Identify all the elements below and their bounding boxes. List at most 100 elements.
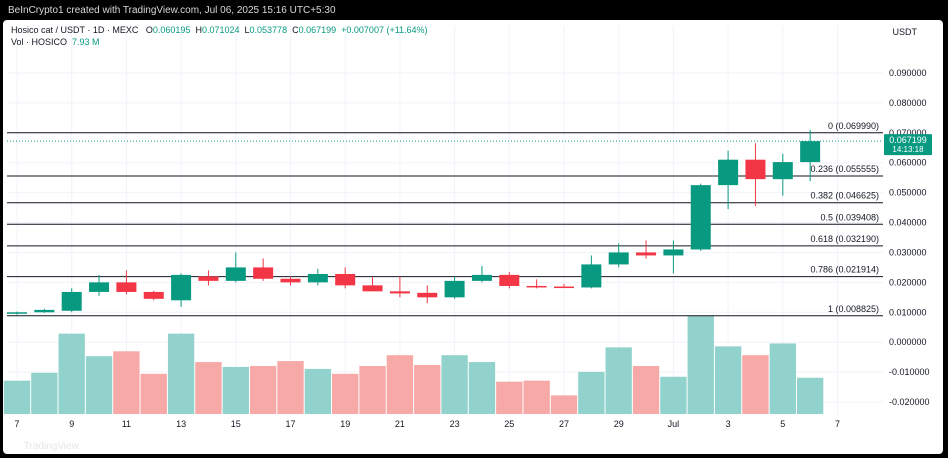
caption-bar: BeInCrypto1 created with TradingView.com… <box>0 0 948 20</box>
chart-panel[interactable]: 0.090000 0.080000 0.070000 0.060000 0.050000… <box>3 20 943 454</box>
volume-bar <box>332 373 359 414</box>
candle-body <box>554 286 574 289</box>
change-value: +0.007007 (+11.64%) <box>341 25 428 35</box>
candle-body <box>198 276 219 281</box>
volume-bar <box>550 395 578 414</box>
volume-bar <box>113 351 140 414</box>
y-tick-label: 0.050000 <box>889 188 927 198</box>
volume-label[interactable]: Vol · HOSICO <box>11 37 68 47</box>
fib-level-label: 1 (0.008825) <box>828 304 879 314</box>
candle-body <box>608 252 629 265</box>
volume-bar <box>140 373 167 414</box>
candle-body <box>444 280 465 298</box>
volume-bar <box>714 346 742 414</box>
volume-bar <box>3 380 31 414</box>
volume-bar <box>578 371 605 414</box>
candle-body <box>61 291 82 311</box>
candle-body <box>116 282 137 292</box>
x-tick-label: 19 <box>340 419 350 429</box>
volume-bar <box>660 376 687 414</box>
open-label: O <box>145 25 153 35</box>
candle-body <box>800 141 821 163</box>
volume-bar <box>468 362 496 414</box>
volume-bar <box>277 361 304 414</box>
current-price-countdown: 14:13:18 <box>892 145 924 154</box>
candle-body <box>307 273 328 283</box>
volume-bar <box>304 368 332 414</box>
current-price-badge <box>884 134 932 156</box>
x-tick-label: 17 <box>285 419 295 429</box>
tradingview-logo-text: TradingView <box>23 441 79 452</box>
candle-body <box>280 278 301 283</box>
x-tick-label: 7 <box>835 419 840 429</box>
candle-body <box>34 309 55 313</box>
fib-level-label: 0.236 (0.055555) <box>810 164 879 174</box>
symbol-name[interactable]: Hosico cat / USDT · 1D · MEXC <box>11 25 139 35</box>
y-tick-label: -0.010000 <box>889 367 930 377</box>
volume-bar <box>31 372 58 414</box>
volume-bar <box>359 365 386 414</box>
volume-bar <box>85 356 113 414</box>
ohlc-legend: Hosico cat / USDT · 1D · MEXC O0.060195 … <box>11 25 428 35</box>
candle-body <box>335 273 356 286</box>
volume-bar <box>58 333 85 414</box>
y-tick-label: 0.040000 <box>889 218 927 228</box>
footer-bar: TV TradingView <box>0 438 948 458</box>
candle-body <box>225 267 246 281</box>
volume-bar <box>195 362 222 414</box>
x-tick-label: 29 <box>614 419 624 429</box>
volume-bar <box>605 347 632 414</box>
y-tick-label: 0.020000 <box>889 277 927 287</box>
high-value: 0.071024 <box>201 25 240 35</box>
candle-body <box>636 252 657 256</box>
candle-body <box>253 267 274 279</box>
volume-legend: Vol · HOSICO 7.93 M <box>11 37 100 47</box>
volume-bar <box>523 380 550 414</box>
candle-body <box>389 291 410 294</box>
y-tick-label: 0.060000 <box>889 158 927 168</box>
candle-body <box>417 292 438 298</box>
volume-bar <box>796 377 824 414</box>
price-chart[interactable]: 0.090000 0.080000 0.070000 0.060000 0.050000… <box>3 20 943 434</box>
candle-body <box>690 185 711 250</box>
candle-body <box>581 264 602 288</box>
x-tick-label: 9 <box>69 419 74 429</box>
fib-level-label: 0.5 (0.039408) <box>820 212 879 222</box>
volume-bar <box>167 333 195 414</box>
y-tick-label: 0.090000 <box>889 68 927 78</box>
y-tick-label: 0.070000 <box>889 128 927 138</box>
x-tick-label: 5 <box>780 419 785 429</box>
candle-body <box>745 159 766 180</box>
x-tick-label: Jul <box>668 419 680 429</box>
volume-bar <box>222 366 249 414</box>
candle-body <box>89 282 110 292</box>
volume-bar <box>386 355 414 414</box>
currency-label: USDT <box>892 27 918 37</box>
volume-bar <box>687 316 714 414</box>
volume-bar <box>414 365 441 414</box>
x-tick-label: 23 <box>450 419 460 429</box>
candle-body <box>171 274 192 301</box>
candle-body <box>471 274 492 281</box>
y-tick-label: 0.000000 <box>889 337 927 347</box>
volume-bar <box>249 365 277 414</box>
candle-body <box>143 291 164 299</box>
fib-level-label: 0 (0.069990) <box>828 121 879 131</box>
candle-body <box>362 285 383 292</box>
candle-body <box>718 159 739 186</box>
y-tick-label: -0.020000 <box>889 397 930 407</box>
caption-text: BeInCrypto1 created with TradingView.com… <box>8 5 336 16</box>
low-label: L <box>244 25 250 35</box>
x-tick-label: 21 <box>395 419 405 429</box>
candle-body <box>772 162 793 180</box>
y-tick-label: 0.030000 <box>889 247 927 257</box>
candle-body <box>7 312 27 314</box>
x-tick-label: 3 <box>726 419 731 429</box>
tradingview-logo[interactable]: TV TradingView <box>9 441 79 452</box>
y-tick-label: 0.080000 <box>889 98 927 108</box>
x-tick-label: 27 <box>559 419 569 429</box>
candle-body <box>663 249 684 256</box>
x-tick-label: 7 <box>14 419 19 429</box>
open-value: 0.060195 <box>152 25 191 35</box>
